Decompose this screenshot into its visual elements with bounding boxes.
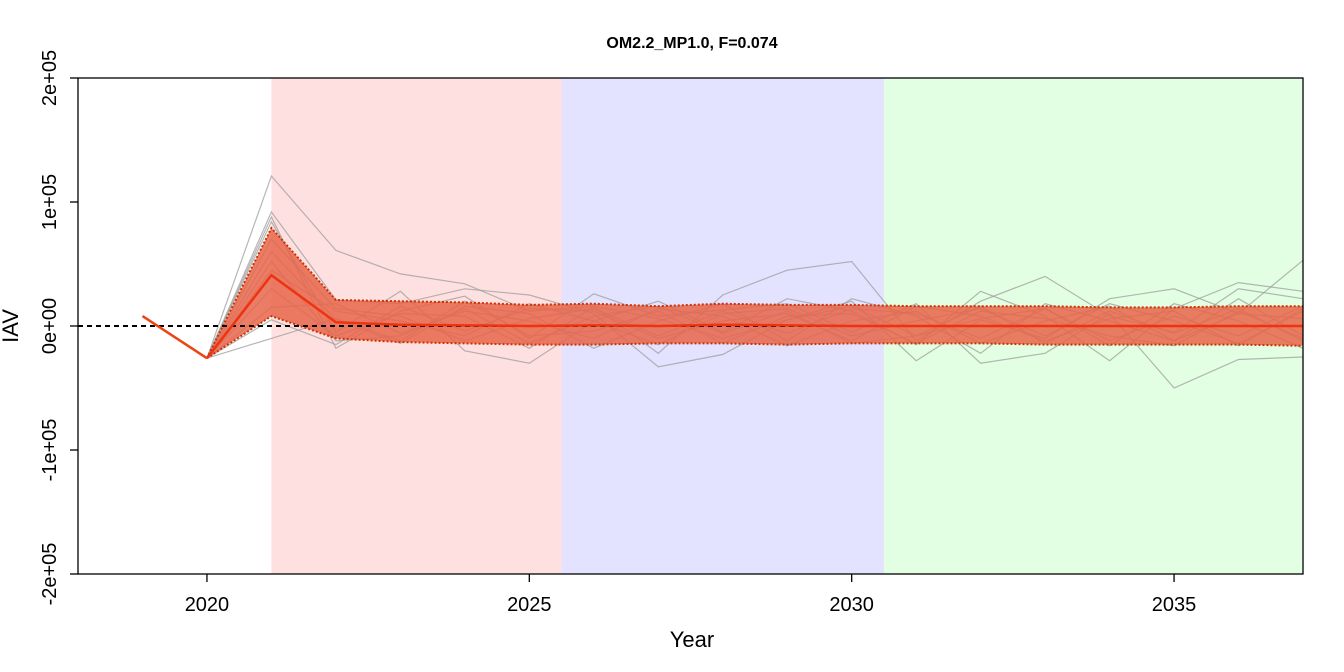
x-tick-label-2035: 2035 bbox=[1152, 594, 1197, 616]
y-axis-label: IAV bbox=[0, 309, 23, 343]
x-tick-label-2020: 2020 bbox=[185, 594, 230, 616]
historical-line bbox=[141, 315, 208, 360]
y-tick-label-2: 0e+00 bbox=[39, 298, 61, 354]
y-tick-label-1: -1e+05 bbox=[39, 419, 61, 482]
y-tick-label-0: -2e+05 bbox=[39, 543, 61, 606]
median-line bbox=[205, 273, 1303, 359]
x-axis-label: Year bbox=[670, 627, 714, 652]
y-tick-label-4: 2e+05 bbox=[39, 50, 61, 106]
y-axis: -2e+05 -1e+05 0e+00 1e+05 2e+05 bbox=[39, 50, 78, 606]
chart-title: OM2.2_MP1.0, F=0.074 bbox=[606, 35, 777, 52]
series-lines bbox=[141, 273, 1303, 360]
x-axis: 2020 2025 2030 2035 bbox=[185, 574, 1197, 616]
lower-quantile-line bbox=[206, 314, 1304, 360]
y-tick-label-3: 1e+05 bbox=[39, 174, 61, 230]
upper-quantile-line bbox=[206, 226, 1303, 359]
x-tick-label-2025: 2025 bbox=[507, 594, 552, 616]
x-tick-label-2030: 2030 bbox=[829, 594, 874, 616]
